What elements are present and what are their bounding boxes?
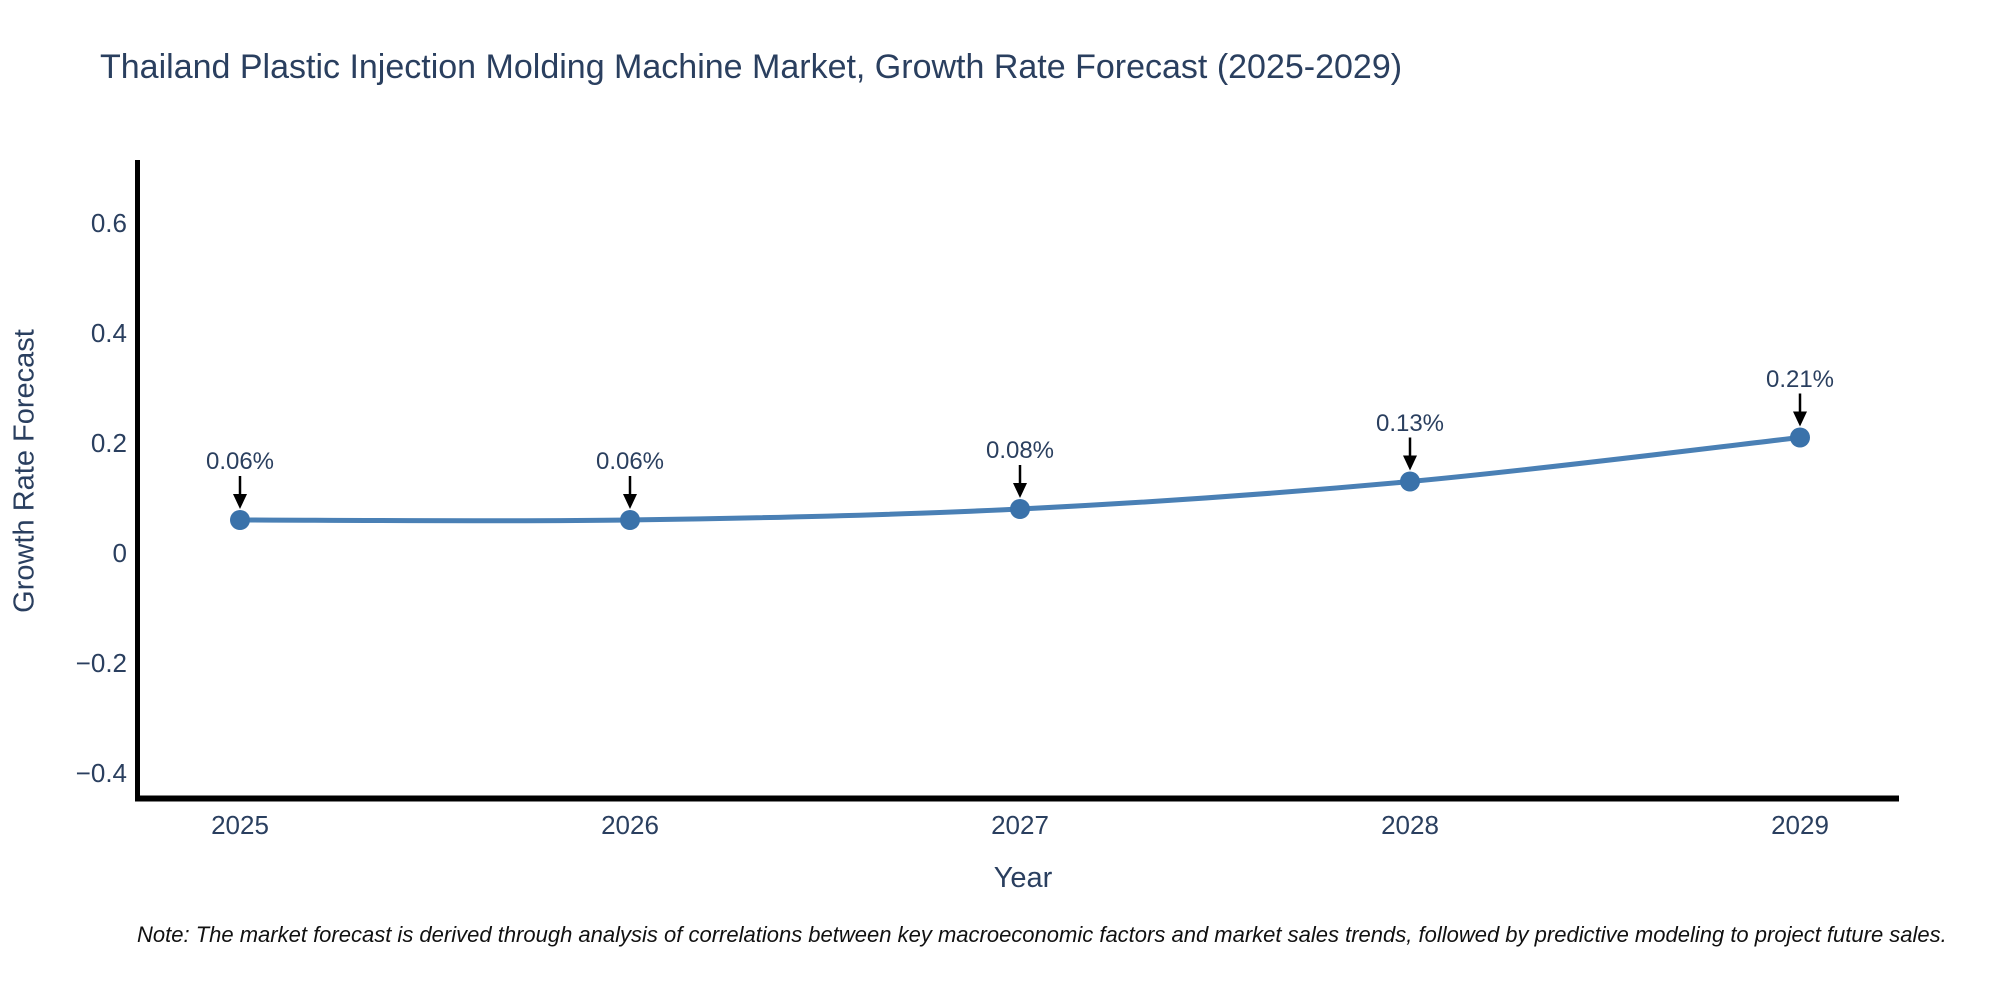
chart-title: Thailand Plastic Injection Molding Machi… <box>100 48 1403 86</box>
data-point-2027[interactable] <box>1010 499 1030 519</box>
x-tick-label: 2026 <box>601 810 659 840</box>
data-point-2026[interactable] <box>620 510 640 530</box>
point-value-label: 0.06% <box>595 448 665 475</box>
y-tick-label: 0 <box>112 538 127 568</box>
annotation-arrowhead <box>1403 455 1417 471</box>
point-value-label: 0.06% <box>205 448 275 475</box>
y-tick-label: 0.4 <box>90 318 127 348</box>
annotation-arrowhead <box>1013 483 1027 498</box>
data-point-2029[interactable] <box>1790 427 1810 448</box>
y-tick-label: 0.6 <box>90 208 127 238</box>
annotation-arrowhead <box>233 494 247 509</box>
x-axis-title: Year <box>993 862 1053 894</box>
x-tick-label: 2028 <box>1381 810 1439 840</box>
annotation-arrowhead <box>623 494 637 509</box>
point-value-label: 0.08% <box>985 437 1055 464</box>
data-point-2028[interactable] <box>1400 471 1420 492</box>
y-tick-label: 0.2 <box>90 428 127 458</box>
footnote: Note: The market forecast is derived thr… <box>137 922 1947 947</box>
x-tick-label: 2025 <box>211 810 269 840</box>
annotation-arrowhead <box>1793 411 1807 427</box>
x-tick-label: 2027 <box>991 810 1049 840</box>
data-point-2025[interactable] <box>230 510 250 530</box>
x-tick-label: 2029 <box>1771 810 1829 840</box>
point-value-label: 0.21% <box>1765 365 1835 393</box>
y-tick-label: −0.2 <box>75 648 127 678</box>
point-value-label: 0.13% <box>1375 409 1445 437</box>
y-tick-label: −0.4 <box>75 758 127 788</box>
